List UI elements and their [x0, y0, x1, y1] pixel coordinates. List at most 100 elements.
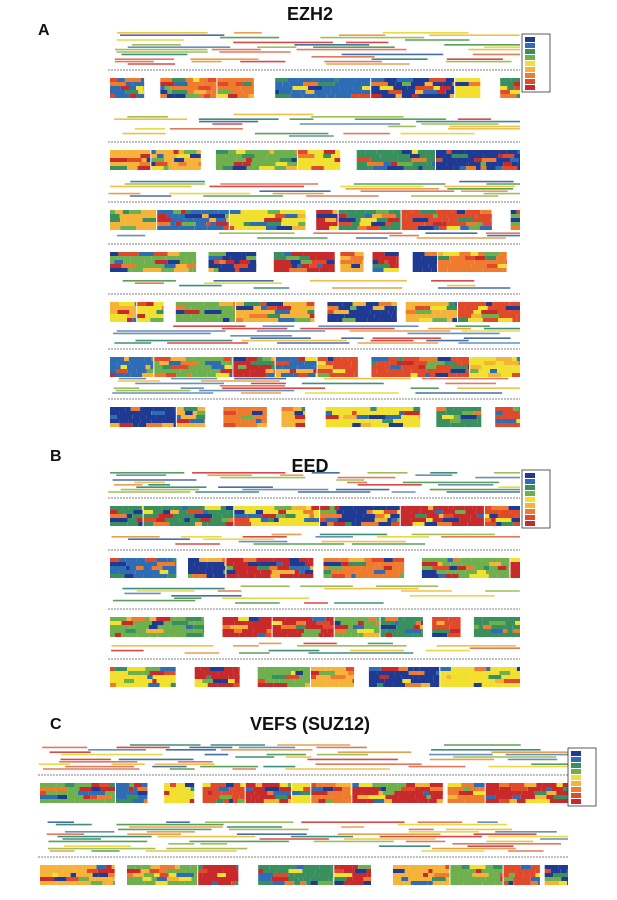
- heatmap-cell: [261, 522, 276, 526]
- heatmap-cell: [340, 621, 358, 625]
- heatmap-cell: [271, 570, 279, 574]
- heatmap-cell: [299, 679, 310, 683]
- heatmap-cell: [488, 873, 500, 877]
- heatmap-cell: [275, 357, 291, 361]
- heatmap-cell: [291, 264, 298, 268]
- heatmap-cell: [428, 873, 435, 877]
- heatmap-cell: [409, 302, 422, 306]
- heatmap-cell: [275, 162, 287, 166]
- heatmap-cell: [489, 562, 501, 566]
- heatmap-cell: [509, 90, 520, 94]
- heatmap-cell: [468, 226, 480, 230]
- heatmap-cell: [185, 218, 194, 222]
- heatmap-cell: [514, 683, 520, 687]
- heatmap-cell: [450, 869, 469, 873]
- heatmap-cell: [274, 506, 292, 510]
- heatmap-cell: [351, 522, 356, 526]
- heatmap-cell: [499, 150, 507, 154]
- heatmap-cell: [469, 574, 476, 578]
- heatmap-cell: [275, 522, 280, 526]
- heatmap-cell: [415, 787, 420, 791]
- heatmap-cell: [333, 256, 335, 260]
- heatmap-cell: [303, 865, 310, 869]
- heatmap-cell: [476, 415, 482, 419]
- heatmap-cell: [77, 791, 89, 795]
- heatmap-cell: [512, 365, 520, 369]
- heatmap-cell: [413, 407, 421, 411]
- heatmap-cell: [442, 222, 447, 226]
- heatmap-cell: [309, 264, 318, 268]
- heatmap-cell: [156, 415, 166, 419]
- heatmap-cell: [508, 506, 520, 510]
- heatmap-cell: [119, 302, 135, 306]
- heatmap-cell: [490, 629, 503, 633]
- heatmap-cell: [314, 365, 317, 369]
- heatmap-cell: [455, 570, 466, 574]
- heatmap-cell: [352, 795, 358, 799]
- heatmap-cell: [175, 166, 183, 170]
- heatmap-cell: [481, 869, 494, 873]
- heatmap-cell: [458, 314, 471, 318]
- heatmap-cell: [500, 90, 510, 94]
- heatmap-cell: [206, 369, 211, 373]
- heatmap-cell: [475, 510, 484, 514]
- heatmap-cell: [233, 357, 246, 361]
- heatmap-cell: [499, 306, 506, 310]
- heatmap-cell: [378, 522, 391, 526]
- heatmap-cell: [252, 150, 270, 154]
- heatmap-cell: [391, 518, 397, 522]
- heatmap-cell: [525, 799, 536, 803]
- heatmap-cell: [412, 252, 425, 256]
- heatmap-cell: [150, 865, 160, 869]
- heatmap-cell: [398, 617, 404, 621]
- heatmap-cell: [179, 226, 195, 230]
- heatmap-cell: [398, 373, 411, 377]
- heatmap-cell: [194, 621, 205, 625]
- heatmap-cell: [110, 268, 128, 272]
- heatmap-cell: [233, 162, 243, 166]
- heatmap-cell: [294, 318, 311, 322]
- heatmap-cell: [157, 214, 168, 218]
- heatmap-cell: [152, 679, 157, 683]
- heatmap-cell: [510, 671, 520, 675]
- heatmap-cell: [151, 357, 154, 361]
- heatmap-cell: [131, 268, 144, 272]
- heatmap-cell: [257, 679, 266, 683]
- heatmap-cell: [303, 411, 306, 415]
- heatmap-cell: [429, 558, 448, 562]
- heatmap-cell: [467, 260, 475, 264]
- heatmap-cell: [90, 795, 98, 799]
- heatmap-cell: [154, 357, 171, 361]
- heatmap-cell: [137, 306, 150, 310]
- heatmap-cell: [298, 357, 306, 361]
- heatmap-cell: [179, 518, 185, 522]
- heatmap-cell: [207, 226, 224, 230]
- heatmap-cell: [287, 633, 302, 637]
- heatmap-cell: [85, 783, 92, 787]
- heatmap-cell: [266, 158, 280, 162]
- heatmap-cell: [206, 90, 212, 94]
- heatmap-cell: [406, 214, 423, 218]
- heatmap-cell: [432, 82, 443, 86]
- heatmap-cell: [430, 683, 440, 687]
- heatmap-cell: [290, 94, 303, 98]
- heatmap-cell: [185, 78, 194, 82]
- heatmap-cell: [142, 218, 157, 222]
- heatmap-cell: [465, 510, 476, 514]
- heatmap-cell: [418, 799, 429, 803]
- heatmap-cell: [389, 361, 397, 365]
- heatmap-cell: [225, 506, 234, 510]
- heatmap-cell: [295, 423, 306, 427]
- heatmap-cell: [74, 881, 91, 885]
- heatmap-cell: [124, 679, 135, 683]
- heatmap-cell: [473, 617, 483, 621]
- heatmap-cell: [383, 162, 391, 166]
- heatmap-cell: [119, 625, 130, 629]
- heatmap-cell: [188, 365, 203, 369]
- heatmap-cell: [333, 310, 349, 314]
- heatmap-cell: [247, 514, 262, 518]
- heatmap-cell: [391, 411, 400, 415]
- heatmap-cell: [156, 154, 164, 158]
- heatmap-cell: [223, 570, 226, 574]
- heatmap-cell: [126, 791, 138, 795]
